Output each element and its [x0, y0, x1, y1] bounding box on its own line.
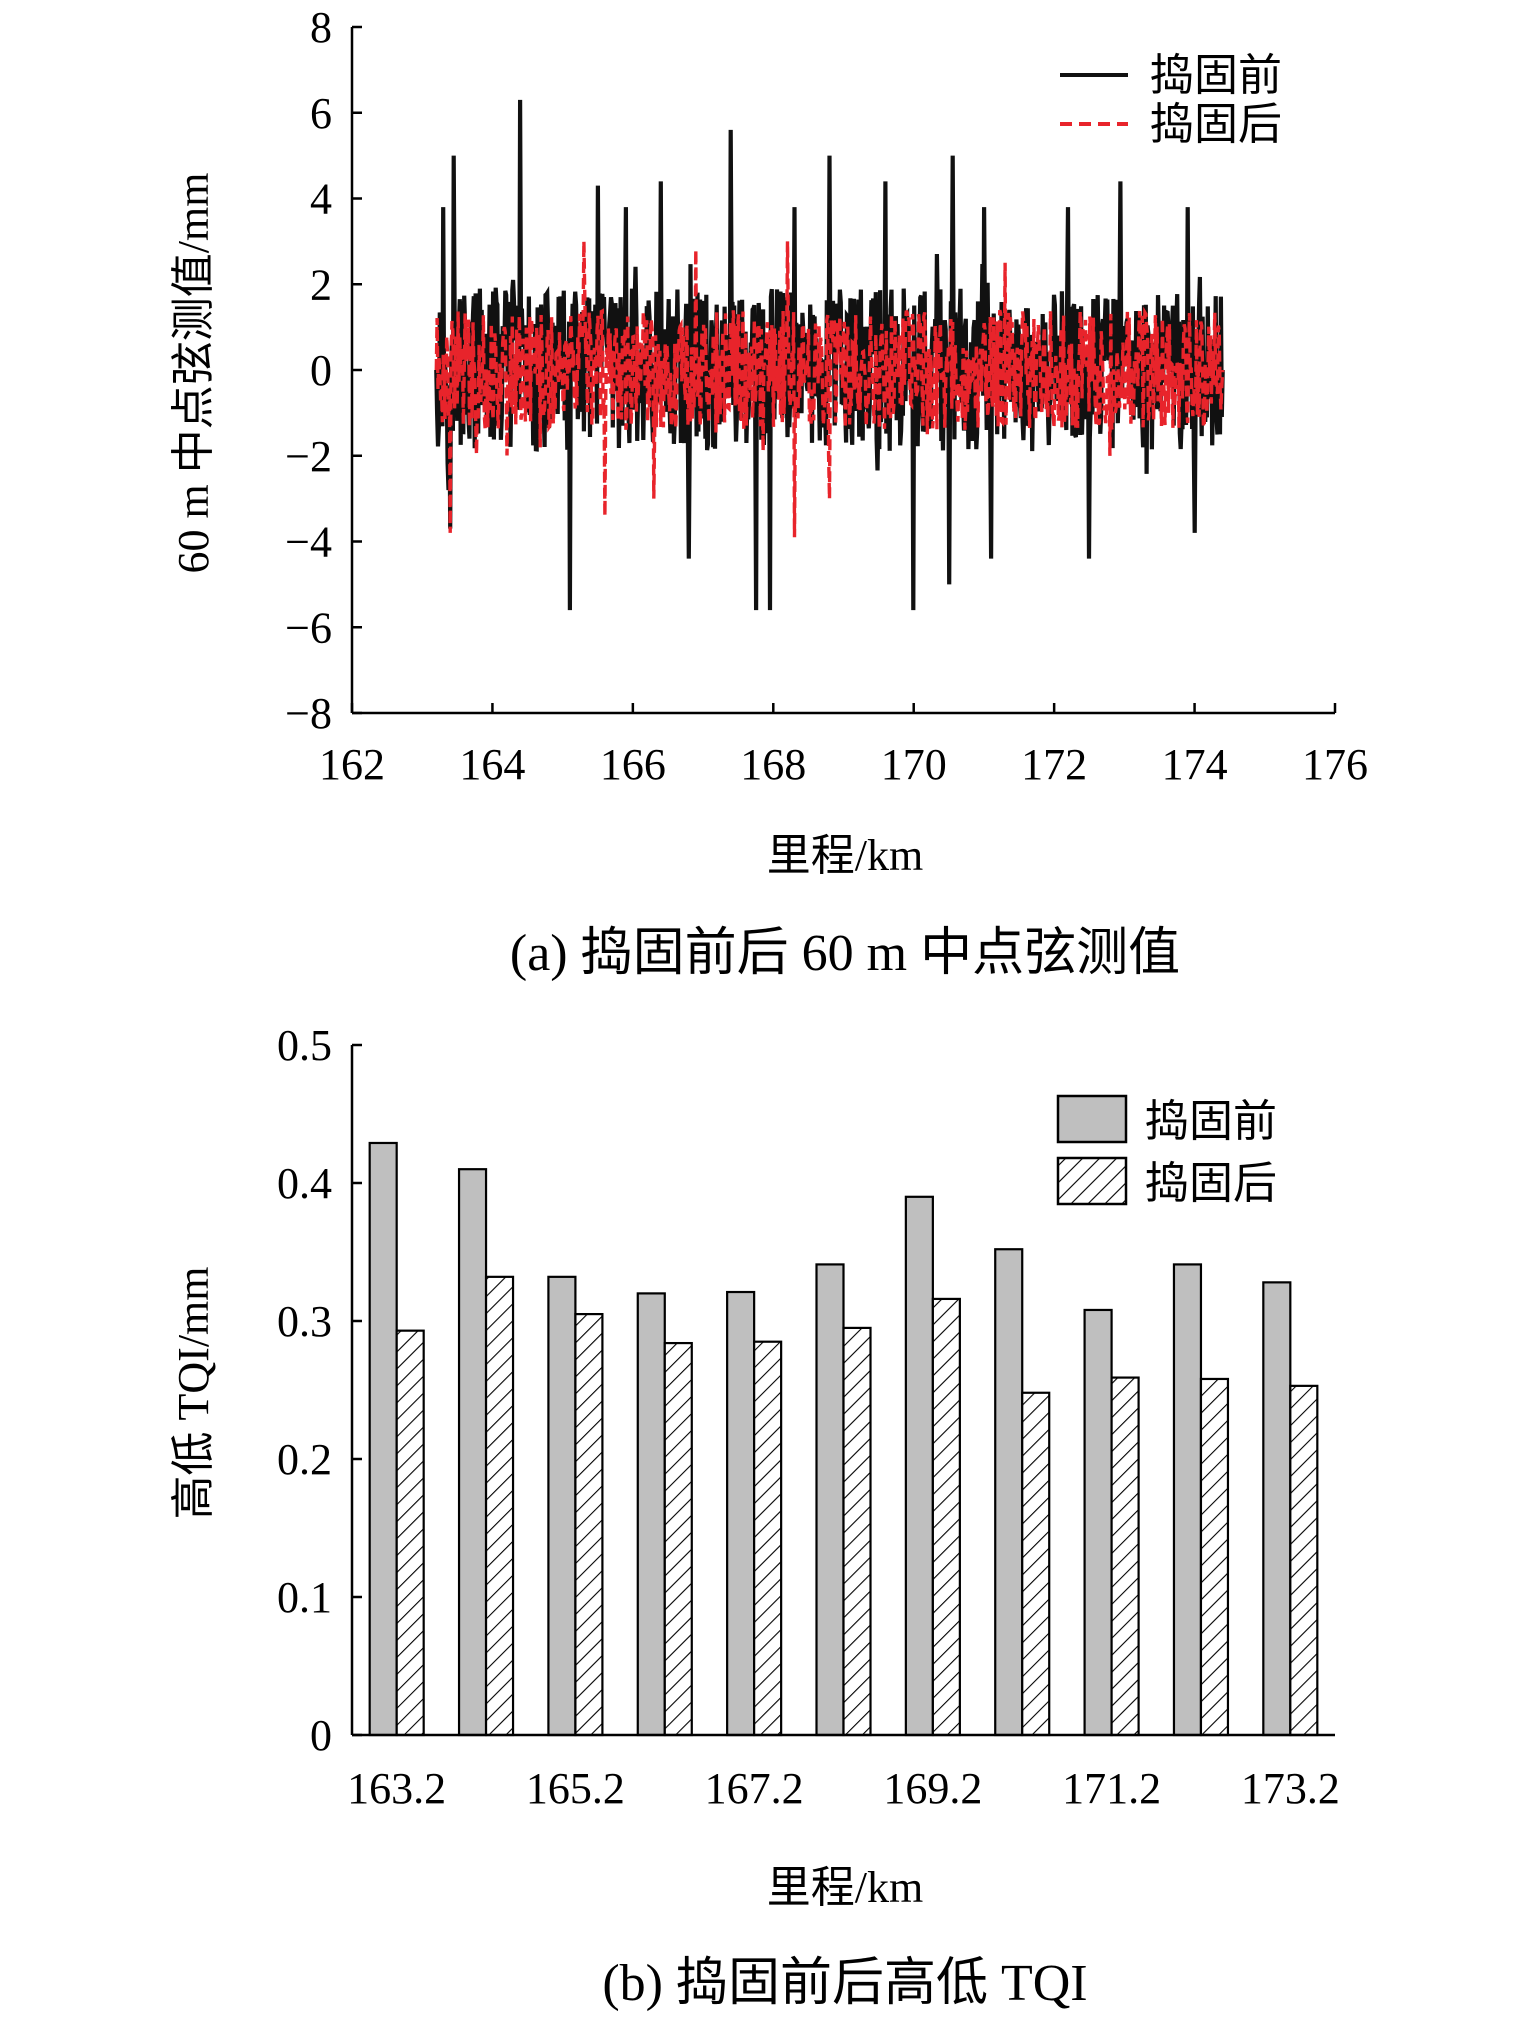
legend-label-after: 捣固后 [1145, 1159, 1277, 1208]
chart-a-legend: 捣固前 捣固后 [1060, 51, 1282, 149]
chart-b-xlabel: 里程/km [767, 1863, 923, 1912]
bar-before [726, 1290, 756, 1737]
bar-after [663, 1341, 693, 1737]
bar-before [1083, 1308, 1113, 1737]
x-tick-label: 176 [1302, 740, 1368, 789]
legend-label-before: 捣固前 [1145, 1097, 1277, 1146]
y-tick-label: 0.2 [277, 1435, 332, 1484]
x-tick-label: 166 [600, 740, 666, 789]
y-tick-label: 0 [310, 1711, 332, 1760]
y-tick-label: 2 [310, 260, 332, 309]
y-tick-label: 4 [310, 175, 332, 224]
y-tick-label: −4 [285, 518, 332, 567]
x-tick-label: 165.2 [526, 1764, 625, 1813]
x-tick-label: 164 [459, 740, 525, 789]
bar-after [931, 1297, 961, 1737]
y-tick-label: 0 [310, 346, 332, 395]
bar-before [547, 1275, 577, 1737]
bar-after [484, 1275, 515, 1737]
legend-swatch-before [1056, 1094, 1128, 1144]
y-tick-label: −6 [285, 603, 332, 652]
bar-after [753, 1340, 783, 1737]
bar-before [1172, 1263, 1203, 1737]
y-tick-label: −8 [285, 689, 332, 738]
x-tick-label: 169.2 [883, 1764, 982, 1813]
x-tick-label: 168 [740, 740, 806, 789]
chart-b-axes: 0 0.1 0.2 0.3 0.4 0.5 163.2 165.2 167.2 169.2 171.… [277, 1021, 1340, 1813]
bar-series-group [368, 1141, 1319, 1737]
chart-a-caption: (a) 捣固前后 60 m 中点弦测值 [510, 925, 1180, 982]
x-tick-label: 167.2 [705, 1764, 804, 1813]
x-tick-label: 162 [319, 740, 385, 789]
y-tick-label: −2 [285, 432, 332, 481]
bar-before [1262, 1281, 1292, 1737]
chart-b-caption: (b) 捣固前后高低 TQI [602, 1955, 1087, 2012]
chart-a-xlabel: 里程/km [767, 831, 923, 880]
legend-swatch-after [1056, 1156, 1128, 1206]
x-tick-label: 170 [881, 740, 947, 789]
bar-before [368, 1141, 398, 1737]
x-tick-label: 174 [1162, 740, 1228, 789]
y-tick-label: 0.5 [277, 1021, 332, 1070]
legend-label-after: 捣固后 [1150, 100, 1282, 149]
chart-b-legend: 捣固前 捣固后 [1056, 1094, 1277, 1208]
bar-after [1110, 1376, 1140, 1737]
bar-after [1021, 1391, 1051, 1737]
chart-a-ylabel: 60 m 中点弦测值/mm [169, 173, 218, 574]
bar-after [1199, 1377, 1230, 1737]
bar-after [395, 1329, 425, 1737]
y-tick-label: 0.3 [277, 1297, 332, 1346]
x-tick-label: 172 [1021, 740, 1087, 789]
bar-before [904, 1195, 934, 1737]
line-series-group [434, 99, 1225, 611]
chart-b-ylabel: 高低 TQI/mm [169, 1267, 218, 1520]
bar-after [574, 1312, 604, 1737]
y-tick-label: 6 [310, 89, 332, 138]
x-tick-label: 173.2 [1241, 1764, 1340, 1813]
line-series-after [434, 241, 1225, 538]
legend-label-before: 捣固前 [1150, 51, 1282, 100]
y-tick-label: 0.1 [277, 1573, 332, 1622]
bar-before [457, 1168, 488, 1737]
bar-after [842, 1326, 872, 1737]
bar-before [994, 1248, 1024, 1737]
bar-after [1289, 1384, 1319, 1737]
y-tick-label: 0.4 [277, 1159, 332, 1208]
x-tick-label: 171.2 [1062, 1764, 1161, 1813]
bar-before [636, 1292, 666, 1737]
y-tick-label: 8 [310, 3, 332, 52]
bar-before [815, 1263, 845, 1737]
bar-chart-b: 0 0.1 0.2 0.3 0.4 0.5 163.2 165.2 167.2 169.2 171.… [169, 1021, 1340, 2012]
x-tick-label: 163.2 [347, 1764, 446, 1813]
